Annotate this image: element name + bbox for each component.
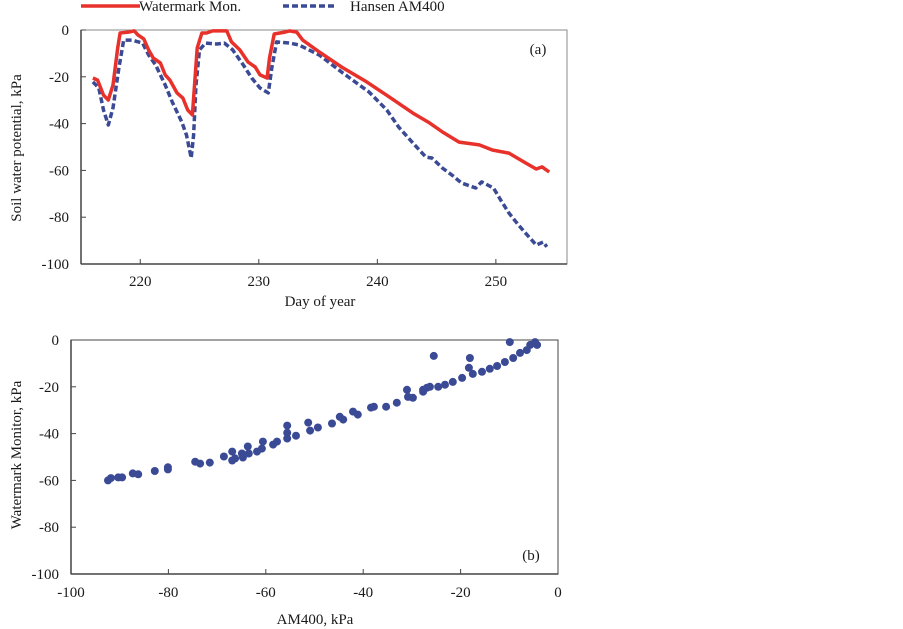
scatter-point — [205, 458, 214, 467]
scatter-point — [106, 474, 115, 483]
scatter-point — [283, 434, 292, 443]
panel-b-label: (b) — [522, 548, 540, 564]
scatter-point — [464, 363, 473, 372]
scatter-point — [485, 364, 494, 373]
scatter-point — [238, 453, 247, 462]
scatter-point — [304, 418, 313, 427]
panel-b: -100 -80 -60 -40 -20 0 0 -20 -40 -60 -80 -100 (b) A… — [9, 333, 562, 628]
scatter-point — [273, 437, 281, 446]
scatter-point — [382, 402, 391, 411]
scatter-point — [458, 373, 467, 382]
scatter-point — [434, 382, 443, 391]
scatter-point — [425, 382, 434, 391]
scatter-point — [231, 454, 240, 463]
panel-a-y-tick-label: -100 — [42, 257, 70, 273]
scatter-point — [244, 449, 253, 458]
panel-a-frame — [80, 29, 568, 265]
scatter-point — [196, 459, 205, 468]
scatter-point — [448, 377, 457, 386]
panel-b-y-tick-label: -80 — [39, 520, 59, 536]
panel-b-x-tick-label: -20 — [451, 585, 471, 601]
panel-b-y-tick-label: -20 — [39, 380, 59, 396]
scatter-point — [505, 338, 514, 347]
panel-b-x-tick-label: -40 — [353, 585, 373, 601]
scatter-point — [134, 470, 143, 479]
panel-a: 220 230 240 250 0 -20 -40 -60 -80 -100 (a) Day of… — [9, 23, 568, 310]
scatter-point — [516, 348, 524, 357]
panel-a-x-tick-label: 220 — [129, 274, 152, 290]
scatter-point — [243, 442, 252, 451]
scatter-point — [419, 385, 428, 394]
scatter-point — [150, 467, 159, 475]
scatter-point — [353, 410, 362, 419]
panel-b-y-tick-label: -100 — [32, 567, 60, 583]
scatter-point — [465, 354, 474, 362]
panel-a-x-tick-label: 250 — [485, 274, 508, 290]
scatter-point — [500, 358, 509, 366]
panel-a-label: (a) — [530, 42, 547, 58]
scatter-point — [118, 473, 127, 482]
panel-b-y-tick-label: -40 — [39, 427, 59, 443]
scatter-point — [533, 340, 542, 349]
panel-b-y-title: Watermark Monitor, kPa — [9, 380, 25, 529]
scatter-point — [478, 367, 486, 376]
scatter-point — [403, 385, 411, 394]
panel-b-y-tick-label: 0 — [52, 333, 60, 349]
scatter-point — [292, 431, 300, 440]
panel-b-x-title: AM400, kPa — [277, 612, 354, 628]
scatter-point — [283, 428, 292, 437]
scatter-point — [306, 426, 315, 435]
scatter-point — [429, 351, 438, 360]
scatter-point — [219, 452, 228, 461]
scatter-point — [408, 393, 417, 402]
legend: Watermark Mon. Hansen AM400 — [81, 0, 445, 15]
panel-a-y-tick-label: -20 — [49, 70, 69, 86]
panel-b-x-tick-label: -100 — [57, 585, 85, 601]
scatter-point — [283, 421, 292, 430]
panel-a-y-title: Soil water potential, kPa — [9, 74, 25, 222]
scatter-point — [163, 465, 172, 474]
scatter-point — [493, 362, 502, 370]
panel-a-y-tick-label: 0 — [62, 23, 70, 39]
series-line-hansen — [91, 38, 549, 248]
scatter-point — [441, 380, 449, 389]
panel-b-x-tick-label: -80 — [158, 585, 178, 601]
scatter-point — [339, 415, 348, 424]
scatter-point — [468, 369, 477, 378]
series-line-watermark — [92, 29, 551, 174]
scatter-point — [369, 402, 378, 411]
legend-label-watermark: Watermark Mon. — [139, 0, 241, 15]
scatter-point — [258, 437, 267, 446]
scatter-point — [228, 447, 237, 456]
scatter-point — [257, 444, 266, 453]
panel-a-y-tick-label: -60 — [49, 163, 69, 179]
panel-a-x-tick-label: 240 — [366, 274, 389, 290]
panel-b-frame — [70, 339, 559, 575]
scatter-point — [392, 398, 401, 407]
panel-a-x-title: Day of year — [285, 294, 356, 310]
scatter-point — [313, 423, 322, 432]
panel-b-x-tick-label: 0 — [554, 585, 562, 601]
panel-a-y-tick-label: -80 — [49, 210, 69, 226]
scatter-point — [509, 354, 518, 362]
scatter-point — [328, 419, 336, 428]
panel-b-x-tick-label: -60 — [256, 585, 276, 601]
panel-a-x-tick-label: 230 — [248, 274, 271, 290]
panel-a-y-tick-label: -40 — [49, 117, 69, 133]
panel-b-y-tick-label: -60 — [39, 473, 59, 489]
legend-label-hansen: Hansen AM400 — [350, 0, 445, 15]
